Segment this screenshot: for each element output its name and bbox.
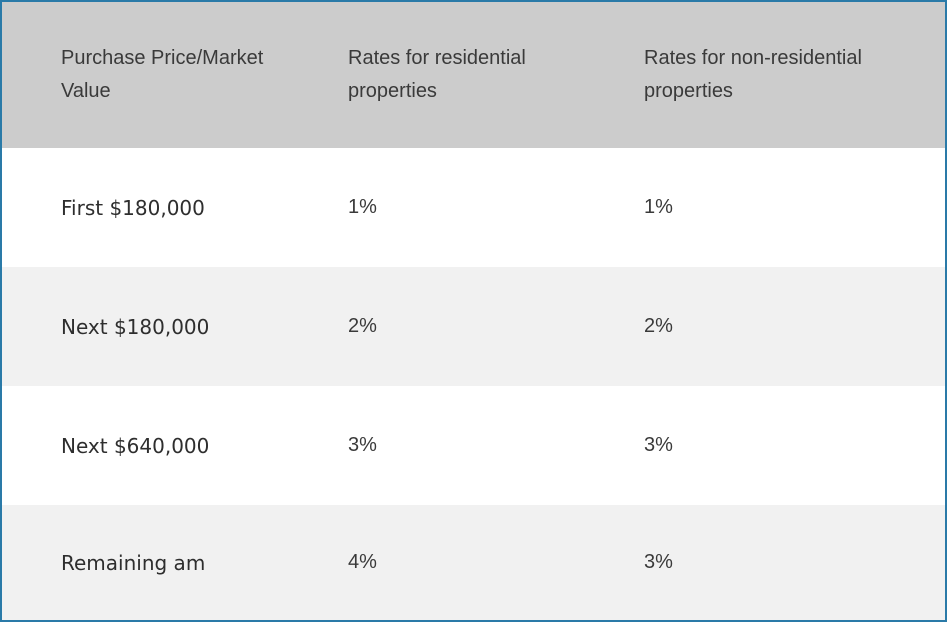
row-price-band: Next $640,000: [61, 433, 210, 458]
row-non-residential-rate: 3%: [644, 551, 673, 573]
row-non-residential-rate: 1%: [644, 196, 673, 218]
row-residential-rate: 3%: [348, 434, 377, 456]
row-non-residential-rate: 3%: [644, 434, 673, 456]
header-purchase-price: Purchase Price/Market Value: [61, 47, 264, 102]
header-row: Purchase Price/Market Value Rates for re…: [2, 2, 945, 148]
header-non-residential-rates: Rates for non-residential properties: [644, 47, 862, 102]
row-price-band: Remaining am: [61, 550, 206, 575]
row-non-residential-rate: 2%: [644, 315, 673, 337]
table-row: Next $180,000 2% 2%: [2, 267, 945, 386]
table-row: Remaining am 4% 3%: [2, 505, 945, 620]
table-row: First $180,000 1% 1%: [2, 148, 945, 267]
row-residential-rate: 4%: [348, 551, 377, 573]
table-header: Purchase Price/Market Value Rates for re…: [2, 2, 945, 148]
row-price-band: First $180,000: [61, 195, 205, 220]
row-price-band: Next $180,000: [61, 314, 210, 339]
row-residential-rate: 1%: [348, 196, 377, 218]
table-body: First $180,000 1% 1% Next $180,000 2% 2%…: [2, 148, 945, 620]
row-residential-rate: 2%: [348, 315, 377, 337]
header-residential-rates: Rates for residential properties: [348, 47, 526, 102]
table-row: Next $640,000 3% 3%: [2, 386, 945, 505]
